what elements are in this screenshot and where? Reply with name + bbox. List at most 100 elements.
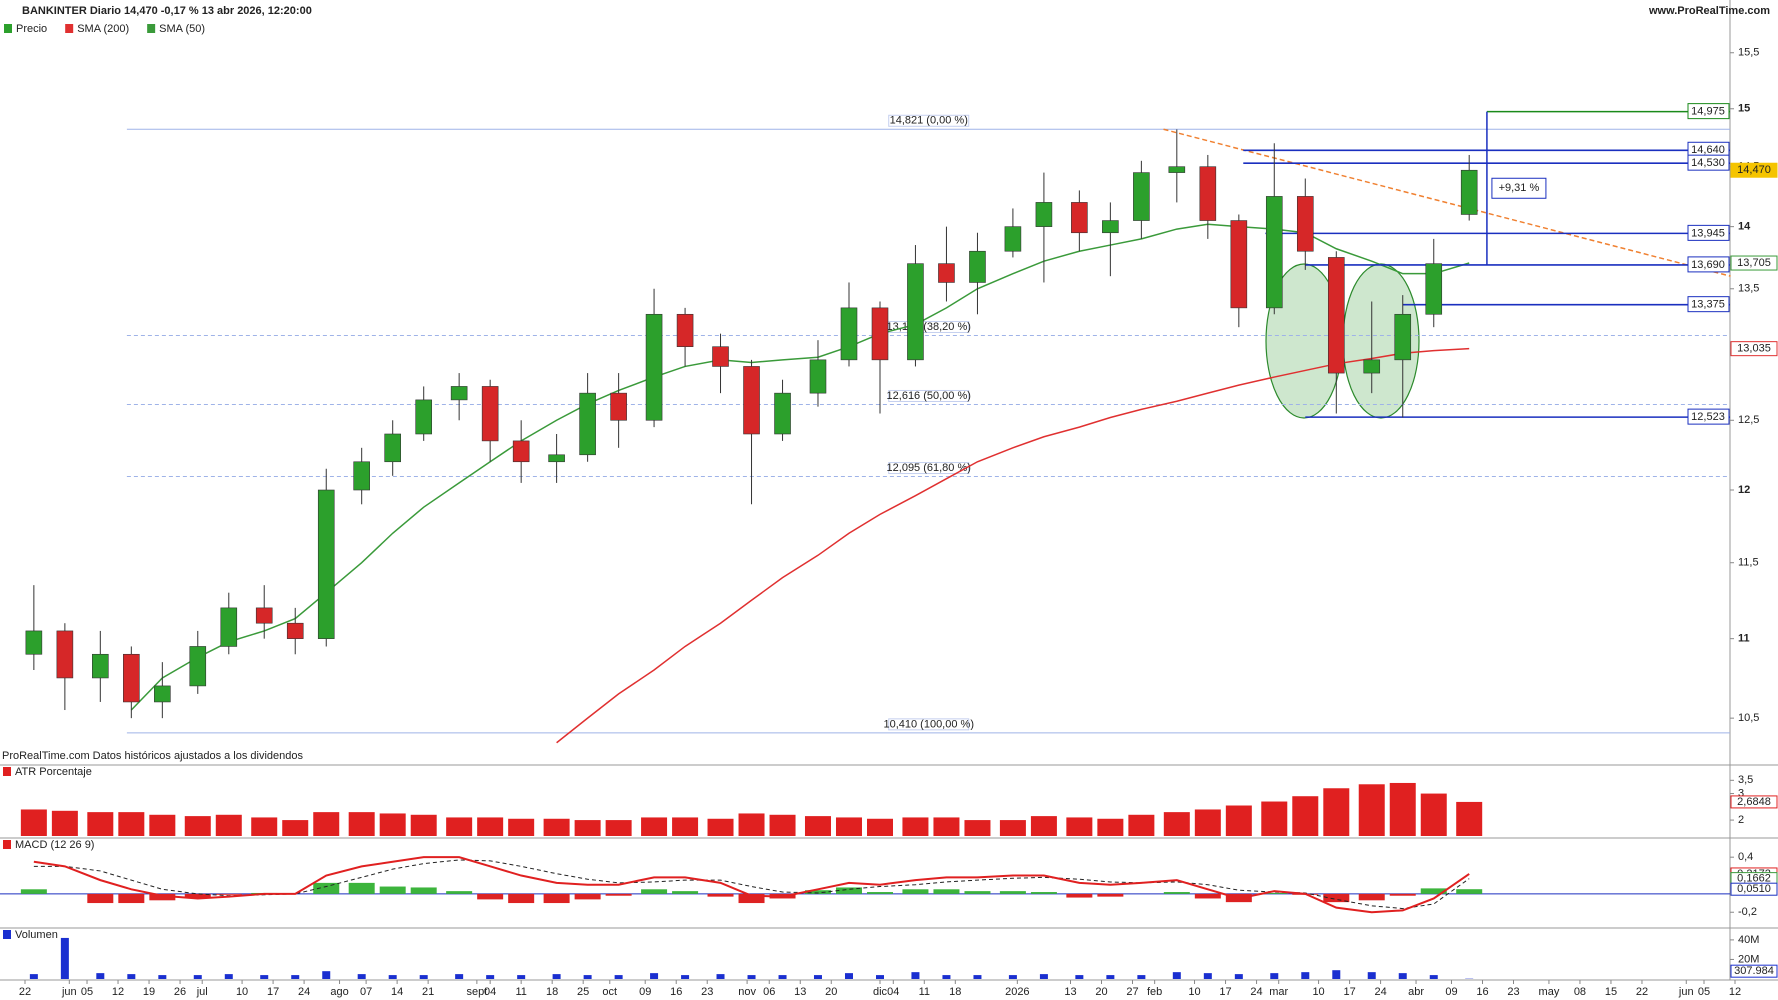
panel-title: MACD (12 26 9) (15, 839, 94, 851)
x-tick-label: jul (196, 986, 208, 998)
atr-bar (641, 817, 668, 836)
atr-bar (999, 820, 1026, 836)
value-label: 0,0510 (1737, 883, 1771, 895)
volume-bar (747, 975, 756, 979)
candle-body (1035, 202, 1053, 227)
x-tick-label: 16 (670, 986, 682, 998)
atr-bar (738, 813, 765, 836)
candle-body (774, 392, 791, 435)
x-tick-label: 05 (1698, 986, 1710, 998)
y-tick-label: -0,2 (1738, 906, 1757, 918)
atr-bar (313, 812, 340, 836)
x-tick-label: 09 (1445, 986, 1457, 998)
macd-bar (410, 887, 437, 894)
legend-swatch (147, 24, 156, 33)
candle-body (512, 440, 530, 463)
macd-bar (87, 893, 114, 904)
x-tick-label: 16 (1476, 986, 1488, 998)
candle-body (1230, 220, 1248, 309)
level-label: 14,640 (1691, 144, 1725, 156)
x-tick-label: 12 (112, 986, 124, 998)
fib-label: 13,136 (38,20 %) (887, 321, 971, 333)
x-tick-label: 11 (919, 986, 930, 998)
candle-body (415, 399, 433, 435)
level-label: 14,530 (1691, 157, 1725, 169)
fib-label-box (888, 718, 970, 731)
candle-body (610, 392, 627, 421)
volume-bar (388, 975, 397, 979)
fib-label-box (888, 462, 970, 475)
candle-body (645, 313, 663, 421)
macd-bar (574, 893, 601, 900)
atr-bar (1420, 793, 1447, 836)
atr-bar (902, 817, 929, 836)
atr-bar (379, 813, 406, 836)
atr-bar (1323, 788, 1350, 836)
x-tick-label: 15 (1605, 986, 1617, 998)
candle-body (1327, 257, 1345, 374)
volume-bar (357, 974, 366, 979)
measure-box (1491, 177, 1547, 199)
atr-bar (118, 812, 145, 836)
candle-body (317, 489, 335, 639)
footnote: ProRealTime.com Datos históricos ajustad… (2, 750, 304, 762)
volume-bar (127, 974, 136, 979)
atr-bar (1163, 812, 1190, 836)
legend-swatch (65, 24, 74, 33)
level-box (1687, 103, 1730, 120)
macd-bar (1030, 892, 1057, 894)
macd-bar (1066, 893, 1093, 898)
level-label: 12,523 (1691, 411, 1725, 423)
macd-bar (964, 891, 991, 894)
volume-bar (1203, 973, 1212, 979)
candle-body (1199, 166, 1217, 221)
value-label: 2,6848 (1737, 796, 1771, 808)
measure-label: +9,31 % (1499, 182, 1540, 194)
candle-body (840, 307, 858, 361)
atr-bar (1128, 814, 1155, 836)
candle-body (481, 386, 499, 442)
macd-bar (1420, 888, 1447, 894)
level-box (1687, 408, 1730, 425)
volume-bar (973, 975, 982, 979)
candle-body (123, 653, 140, 703)
macd-bar (508, 893, 535, 904)
macd-bar (867, 892, 893, 894)
atr-bar (184, 816, 211, 836)
x-tick-label: nov (738, 986, 756, 998)
level-label: 14,975 (1691, 106, 1725, 118)
volume-bar (1234, 974, 1243, 979)
candle-body (712, 346, 729, 367)
candle-body (1296, 196, 1314, 252)
volume-bar (1270, 973, 1279, 979)
candle-body (1004, 226, 1022, 252)
x-tick-label: sept (466, 986, 487, 998)
volume-bar (517, 975, 526, 979)
level-label: 13,690 (1691, 259, 1725, 271)
atr-bar (574, 820, 601, 836)
series-line (33, 859, 1470, 910)
site-name: www.ProRealTime.com (1648, 5, 1770, 17)
volume-bar (260, 975, 269, 979)
price-value-box (1730, 162, 1778, 178)
x-tick-label: 23 (701, 986, 713, 998)
volume-bar (1429, 975, 1438, 979)
volume-bar (614, 975, 623, 979)
candle-body (353, 461, 370, 491)
level-label: 13,945 (1691, 227, 1725, 239)
candle-body (255, 607, 273, 624)
volume-bar (224, 974, 233, 979)
x-tick-label: 2026 (1005, 986, 1029, 998)
candle-body (384, 433, 401, 463)
volume-bar (942, 975, 951, 979)
volume-bar (1367, 972, 1376, 979)
macd-bar (835, 887, 862, 894)
legend-label: SMA (200) (77, 23, 129, 35)
x-tick-label: feb (1147, 986, 1162, 998)
price-value-label: 13,035 (1737, 343, 1771, 355)
level-box (1687, 256, 1730, 273)
candle-body (1102, 220, 1119, 234)
atr-bar (1194, 809, 1221, 836)
chart-title: BANKINTER Diario 14,470 -0,17 % 13 abr 2… (22, 5, 312, 17)
x-tick-label: 05 (81, 986, 93, 998)
